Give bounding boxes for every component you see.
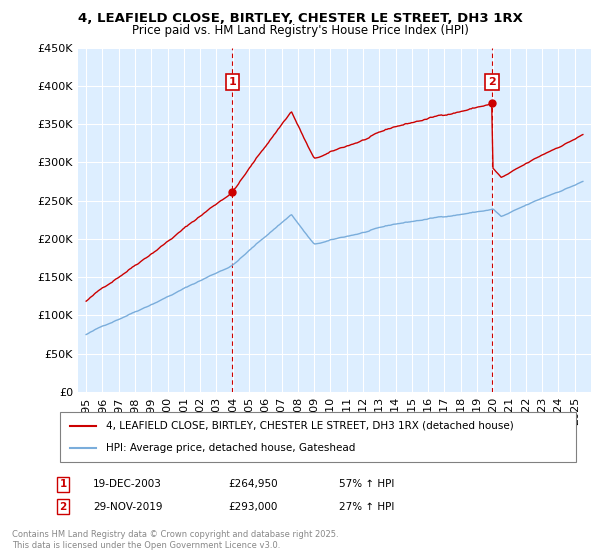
Text: 1: 1	[229, 77, 236, 87]
Text: Price paid vs. HM Land Registry's House Price Index (HPI): Price paid vs. HM Land Registry's House …	[131, 24, 469, 36]
Text: HPI: Average price, detached house, Gateshead: HPI: Average price, detached house, Gate…	[106, 443, 356, 453]
Text: 19-DEC-2003: 19-DEC-2003	[93, 479, 162, 489]
Text: 2: 2	[59, 502, 67, 512]
Text: 4, LEAFIELD CLOSE, BIRTLEY, CHESTER LE STREET, DH3 1RX (detached house): 4, LEAFIELD CLOSE, BIRTLEY, CHESTER LE S…	[106, 421, 514, 431]
Text: 1: 1	[59, 479, 67, 489]
Text: 4, LEAFIELD CLOSE, BIRTLEY, CHESTER LE STREET, DH3 1RX: 4, LEAFIELD CLOSE, BIRTLEY, CHESTER LE S…	[77, 12, 523, 25]
Text: 2: 2	[488, 77, 496, 87]
Text: 57% ↑ HPI: 57% ↑ HPI	[339, 479, 394, 489]
Text: £293,000: £293,000	[228, 502, 277, 512]
Text: £264,950: £264,950	[228, 479, 278, 489]
Text: 29-NOV-2019: 29-NOV-2019	[93, 502, 163, 512]
FancyBboxPatch shape	[60, 412, 576, 462]
Text: Contains HM Land Registry data © Crown copyright and database right 2025.
This d: Contains HM Land Registry data © Crown c…	[12, 530, 338, 550]
Text: 27% ↑ HPI: 27% ↑ HPI	[339, 502, 394, 512]
